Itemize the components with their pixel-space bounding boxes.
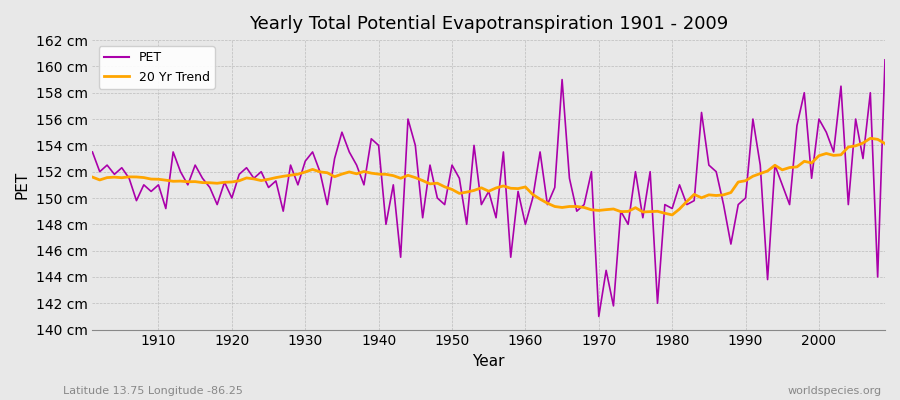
X-axis label: Year: Year [472, 354, 505, 369]
Y-axis label: PET: PET [15, 171, 30, 199]
Text: Latitude 13.75 Longitude -86.25: Latitude 13.75 Longitude -86.25 [63, 386, 243, 396]
Legend: PET, 20 Yr Trend: PET, 20 Yr Trend [99, 46, 215, 89]
Title: Yearly Total Potential Evapotranspiration 1901 - 2009: Yearly Total Potential Evapotranspiratio… [249, 15, 728, 33]
Text: worldspecies.org: worldspecies.org [788, 386, 882, 396]
